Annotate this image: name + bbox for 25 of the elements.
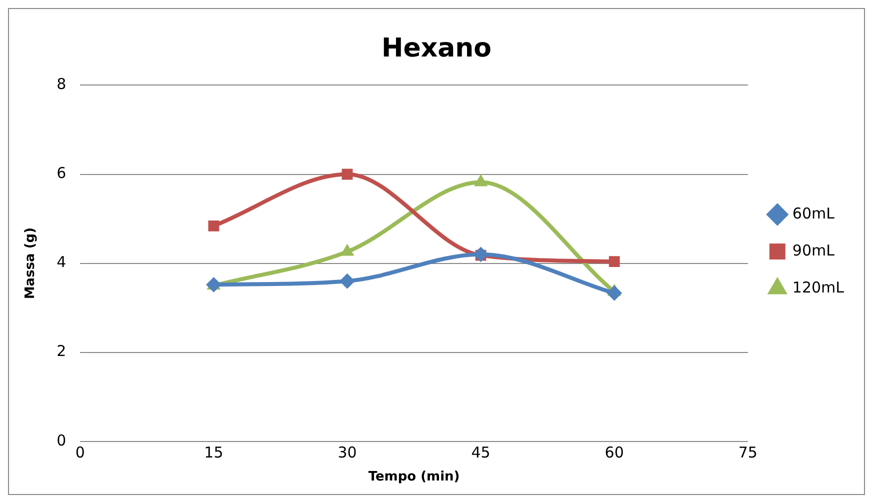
y-axis-title: Massa (g) [23, 227, 38, 300]
point [342, 168, 353, 180]
point [206, 277, 222, 292]
point [208, 220, 220, 232]
point [473, 246, 488, 262]
x-tick-label: 15 [204, 443, 224, 462]
point [606, 286, 622, 301]
legend-label: 120mL [792, 278, 845, 296]
point [474, 174, 488, 186]
y-tick-label: 6 [56, 164, 66, 182]
x-tick-label: 30 [338, 443, 357, 462]
y-tick-label: 2 [56, 342, 66, 360]
y-tick-label: 0 [56, 431, 66, 450]
x-tick-label: 75 [738, 443, 758, 462]
point [608, 256, 620, 267]
x-axis-title: Tempo (min) [368, 470, 460, 485]
x-tick-label: 45 [471, 443, 490, 462]
legend-label: 60mL [792, 204, 836, 222]
y-tick-label: 8 [56, 75, 66, 94]
x-tick-label: 0 [75, 443, 85, 462]
y-tick-label: 4 [56, 253, 66, 272]
x-tick-label: 60 [604, 443, 624, 462]
legend-label: 90mL [792, 241, 836, 260]
chart-title: Hexano [381, 33, 492, 64]
point [340, 274, 355, 289]
